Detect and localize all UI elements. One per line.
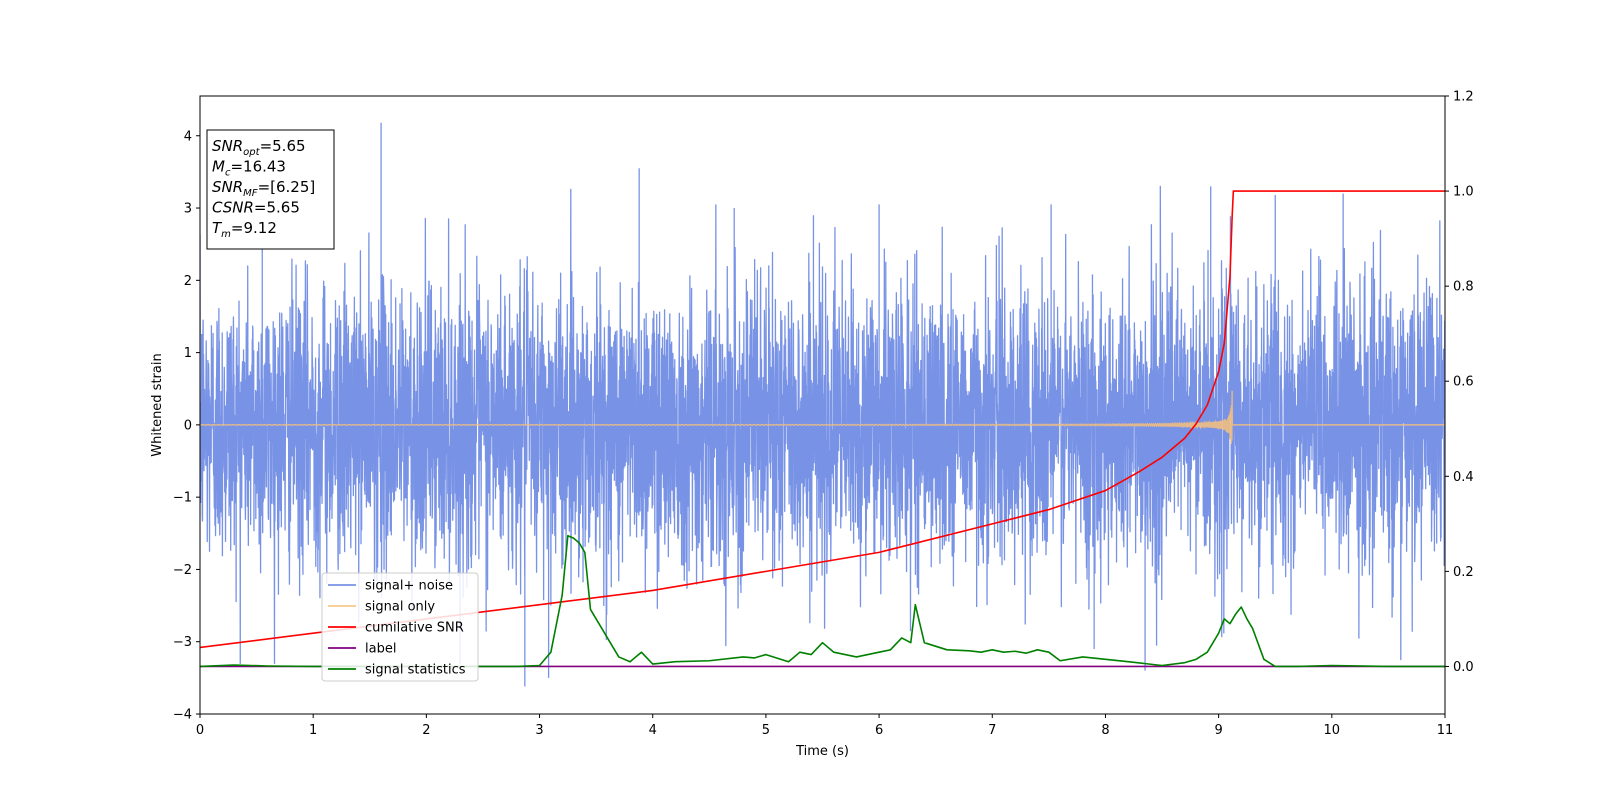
x-tick-label: 11: [1437, 723, 1454, 738]
legend-entry-label: signal+ noise: [365, 579, 453, 594]
legend-entry-label: cumilative SNR: [365, 621, 464, 636]
stats-entry: SNRopt=5.65: [212, 137, 306, 158]
y-right-tick-label: 0.0: [1453, 660, 1474, 675]
stats-entry: Mc=16.43: [212, 158, 286, 179]
y-left-tick-label: −4: [173, 708, 192, 723]
legend-entry-label: signal statistics: [365, 663, 466, 678]
series-signal-statistics: [200, 534, 1445, 668]
y-axis-label: Whitened strain: [150, 353, 165, 456]
x-tick-label: 2: [422, 723, 430, 738]
y-left-tick-label: 3: [184, 202, 192, 217]
y-right-tick-label: 0.2: [1453, 565, 1474, 580]
stats-entry: CSNR=5.65: [212, 199, 300, 217]
y-left-tick-label: −3: [173, 635, 192, 650]
x-tick-label: 9: [1214, 723, 1222, 738]
y-right-tick-label: 1.2: [1453, 90, 1474, 105]
x-tick-label: 5: [762, 723, 770, 738]
x-tick-label: 0: [196, 723, 204, 738]
stats-annotation-box: SNRopt=5.65Mc=16.43SNRMF=[6.25]CSNR=5.65…: [206, 129, 335, 250]
stats-box-frame: [206, 129, 335, 250]
plot-frame: [199, 95, 1446, 715]
series-signal-plus-noise: [200, 122, 1445, 687]
x-tick-label: 10: [1324, 723, 1341, 738]
x-tick-label: 8: [1101, 723, 1109, 738]
stats-entry: SNRMF=[6.25]: [212, 178, 315, 199]
y-left-tick-label: 1: [184, 346, 192, 361]
y-left-tick-label: −2: [173, 563, 192, 578]
y-right-tick-label: 0.6: [1453, 375, 1474, 390]
y-left-tick-label: 4: [184, 129, 192, 144]
legend-entry-label: signal only: [365, 600, 435, 615]
legend: signal+ noise signal only cumilative SNR la…: [321, 572, 479, 682]
x-tick-label: 4: [649, 723, 657, 738]
y-left-tick-label: −1: [173, 491, 192, 506]
legend-entry-label: label: [365, 642, 396, 657]
x-tick-label: 3: [535, 723, 543, 738]
x-tick-label: 1: [309, 723, 317, 738]
x-axis-label: Time (s): [795, 744, 849, 759]
y-right-tick-label: 0.4: [1453, 470, 1474, 485]
y-right-tick-label: 1.0: [1453, 185, 1474, 200]
legend-frame: [321, 572, 479, 682]
stats-entry: Tm=9.12: [212, 219, 277, 240]
y-left-tick-label: 2: [184, 274, 192, 289]
series-signal-only: [200, 390, 1445, 444]
series-cumulative-snr: [200, 190, 1445, 649]
y-left-tick-label: 0: [184, 418, 192, 433]
x-tick-label: 6: [875, 723, 883, 738]
x-tick-label: 7: [988, 723, 996, 738]
y-right-tick-label: 0.8: [1453, 280, 1474, 295]
